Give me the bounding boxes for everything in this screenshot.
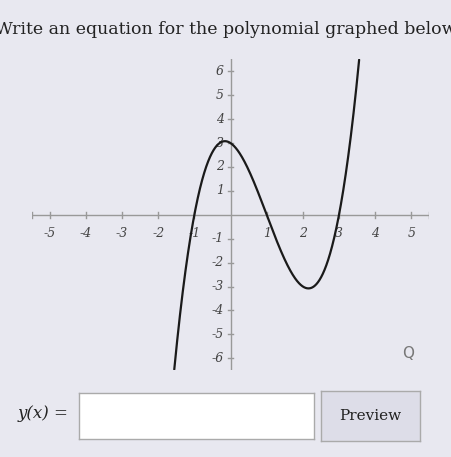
Text: 1: 1 — [262, 227, 270, 240]
Text: 3: 3 — [216, 137, 224, 149]
Text: 5: 5 — [406, 227, 414, 240]
Text: 6: 6 — [216, 65, 224, 78]
Text: -2: -2 — [152, 227, 164, 240]
Text: 2: 2 — [216, 160, 224, 174]
Text: -3: -3 — [115, 227, 128, 240]
Text: -3: -3 — [211, 280, 224, 293]
Text: -1: -1 — [188, 227, 200, 240]
Text: 4: 4 — [370, 227, 378, 240]
Text: 1: 1 — [216, 184, 224, 197]
Text: -5: -5 — [43, 227, 56, 240]
Text: Write an equation for the polynomial graphed below: Write an equation for the polynomial gra… — [0, 21, 451, 38]
Text: -6: -6 — [211, 352, 224, 365]
Text: Q: Q — [401, 346, 413, 361]
Text: -4: -4 — [211, 304, 224, 317]
Text: -2: -2 — [211, 256, 224, 269]
Text: -1: -1 — [211, 232, 224, 245]
Text: -4: -4 — [79, 227, 92, 240]
Text: 5: 5 — [216, 89, 224, 102]
Text: 2: 2 — [298, 227, 306, 240]
Text: Preview: Preview — [339, 409, 401, 423]
Text: 4: 4 — [216, 113, 224, 126]
Text: y(x) =: y(x) = — [18, 405, 69, 422]
Text: -5: -5 — [211, 328, 224, 341]
Text: 3: 3 — [334, 227, 342, 240]
